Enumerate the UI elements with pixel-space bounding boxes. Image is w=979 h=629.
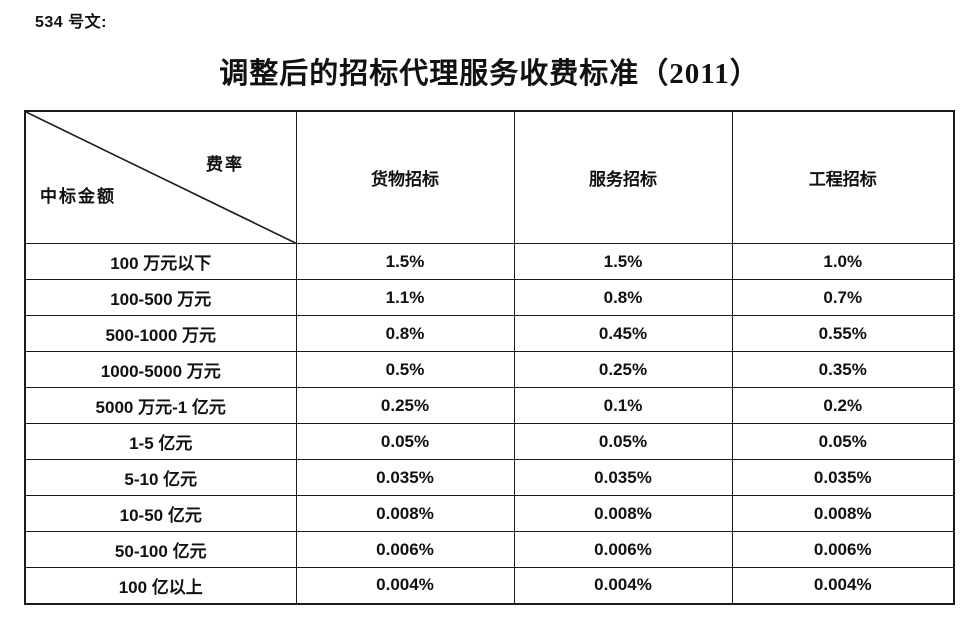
fee-value: 0.008% (731, 495, 955, 532)
fee-value: 0.006% (731, 531, 955, 568)
table-row: 100-500 万元 1.1% 0.8% 0.7% (24, 279, 955, 316)
column-header-services: 服务招标 (513, 110, 733, 244)
fee-value: 0.7% (731, 279, 955, 316)
diagonal-line (26, 112, 296, 243)
fee-value: 0.035% (295, 459, 515, 496)
row-label: 100 亿以上 (24, 567, 297, 604)
table-row: 1000-5000 万元 0.5% 0.25% 0.35% (24, 351, 955, 388)
row-label: 1000-5000 万元 (24, 351, 297, 388)
fee-value: 0.004% (513, 567, 733, 604)
fee-value: 1.1% (295, 279, 515, 316)
fee-value: 0.006% (513, 531, 733, 568)
row-label: 10-50 亿元 (24, 495, 297, 532)
fee-value: 0.008% (295, 495, 515, 532)
fee-value: 0.45% (513, 315, 733, 352)
doc-number: 534 号文: (35, 14, 107, 31)
fee-value: 1.5% (295, 243, 515, 280)
fee-value: 0.035% (513, 459, 733, 496)
corner-label-rate: 费率 (206, 155, 244, 174)
table-row: 100 万元以下 1.5% 1.5% 1.0% (24, 243, 955, 280)
fee-value: 0.05% (295, 423, 515, 460)
column-header-goods: 货物招标 (295, 110, 515, 244)
row-label: 500-1000 万元 (24, 315, 297, 352)
fee-value: 0.55% (731, 315, 955, 352)
fee-value: 0.35% (731, 351, 955, 388)
fee-value: 0.004% (295, 567, 515, 604)
corner-label-amount: 中标金额 (40, 187, 116, 206)
diagonal-split-cell: 费率 中标金额 (26, 112, 296, 243)
row-label: 100 万元以下 (24, 243, 297, 280)
fee-value: 0.008% (513, 495, 733, 532)
table-row: 5000 万元-1 亿元 0.25% 0.1% 0.2% (24, 387, 955, 424)
table-row: 10-50 亿元 0.008% 0.008% 0.008% (24, 495, 955, 532)
corner-header-cell: 费率 中标金额 (24, 110, 297, 244)
row-label: 100-500 万元 (24, 279, 297, 316)
table-row: 100 亿以上 0.004% 0.004% 0.004% (24, 567, 955, 604)
fee-value: 0.1% (513, 387, 733, 424)
fee-value: 1.0% (731, 243, 955, 280)
fee-value: 0.5% (295, 351, 515, 388)
column-header-engineering: 工程招标 (731, 110, 955, 244)
fee-value: 0.2% (731, 387, 955, 424)
row-label: 1-5 亿元 (24, 423, 297, 460)
fee-value: 0.25% (295, 387, 515, 424)
fee-value: 0.25% (513, 351, 733, 388)
fee-value: 0.05% (731, 423, 955, 460)
fee-value: 0.8% (295, 315, 515, 352)
row-label: 50-100 亿元 (24, 531, 297, 568)
row-label: 5-10 亿元 (24, 459, 297, 496)
table-row: 5-10 亿元 0.035% 0.035% 0.035% (24, 459, 955, 496)
fee-value: 0.05% (513, 423, 733, 460)
table-row: 50-100 亿元 0.006% 0.006% 0.006% (24, 531, 955, 568)
page-title: 调整后的招标代理服务收费标准（2011） (219, 58, 760, 90)
fee-value: 0.8% (513, 279, 733, 316)
row-label: 5000 万元-1 亿元 (24, 387, 297, 424)
fee-table: 费率 中标金额 货物招标 服务招标 工程招标 100 万元以下 1.5% 1.5… (24, 110, 955, 605)
fee-value: 1.5% (513, 243, 733, 280)
table-row: 500-1000 万元 0.8% 0.45% 0.55% (24, 315, 955, 352)
fee-value: 0.004% (731, 567, 955, 604)
table-row: 1-5 亿元 0.05% 0.05% 0.05% (24, 423, 955, 460)
fee-value: 0.006% (295, 531, 515, 568)
table-header-row: 费率 中标金额 货物招标 服务招标 工程招标 (24, 110, 955, 244)
fee-value: 0.035% (731, 459, 955, 496)
